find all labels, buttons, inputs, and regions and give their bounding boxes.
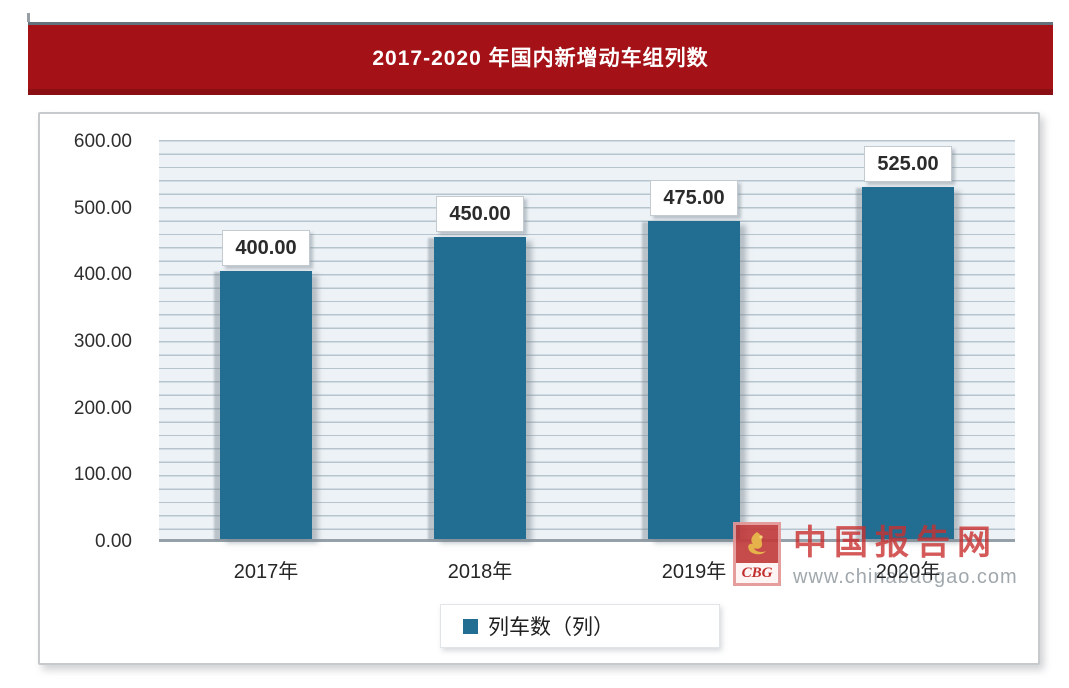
phoenix-icon bbox=[736, 525, 778, 563]
x-tick-label-2020年: 2020年 bbox=[875, 561, 941, 583]
x-tick-label-2017年: 2017年 bbox=[233, 561, 299, 583]
data-label-2017年: 400.00 bbox=[222, 230, 310, 266]
watermark-logo-text: CBG bbox=[736, 563, 778, 583]
y-tick-label: 600.00 bbox=[73, 131, 132, 152]
artifact-mark bbox=[27, 13, 30, 22]
y-tick-label: 200.00 bbox=[73, 397, 132, 419]
legend: 列车数（列） bbox=[440, 604, 720, 648]
y-tick-label: 0.00 bbox=[95, 531, 132, 552]
data-label-2020年: 525.00 bbox=[864, 146, 952, 182]
data-label-2019年: 475.00 bbox=[650, 180, 738, 216]
bar-2018年 bbox=[434, 237, 526, 539]
chart-title-banner: 2017-2020 年国内新增动车组列数 bbox=[28, 22, 1053, 95]
x-tick-label-2018年: 2018年 bbox=[447, 561, 513, 583]
chart-container: 400.00 450.00 475.00 525.00 600.00 500.00 400… bbox=[38, 112, 1040, 665]
y-tick-label: 300.00 bbox=[73, 331, 132, 352]
watermark-logo: CBG bbox=[733, 522, 781, 586]
y-tick-label: 400.00 bbox=[73, 264, 132, 286]
watermark: CBG 中国报告网 www.chinabaogao.com bbox=[733, 522, 1018, 589]
watermark-text-block: 中国报告网 www.chinabaogao.com bbox=[793, 522, 1018, 589]
legend-marker-icon bbox=[463, 618, 478, 634]
bar-2017年 bbox=[220, 271, 312, 539]
y-tick-label: 100.00 bbox=[73, 464, 132, 486]
y-tick-label: 500.00 bbox=[73, 197, 132, 219]
data-label-2018年: 450.00 bbox=[436, 196, 524, 232]
x-tick-label-2019年: 2019年 bbox=[661, 561, 727, 583]
watermark-url: www.chinabaogao.com bbox=[793, 566, 1018, 588]
watermark-brand: 中国报告网 bbox=[793, 524, 998, 562]
chart-title: 2017-2020 年国内新增动车组列数 bbox=[372, 47, 709, 70]
bar-2020年 bbox=[862, 187, 954, 539]
plot-area: 400.00 450.00 475.00 525.00 bbox=[159, 140, 1015, 542]
bar-2019年 bbox=[648, 221, 740, 539]
legend-label: 列车数（列） bbox=[488, 616, 614, 639]
